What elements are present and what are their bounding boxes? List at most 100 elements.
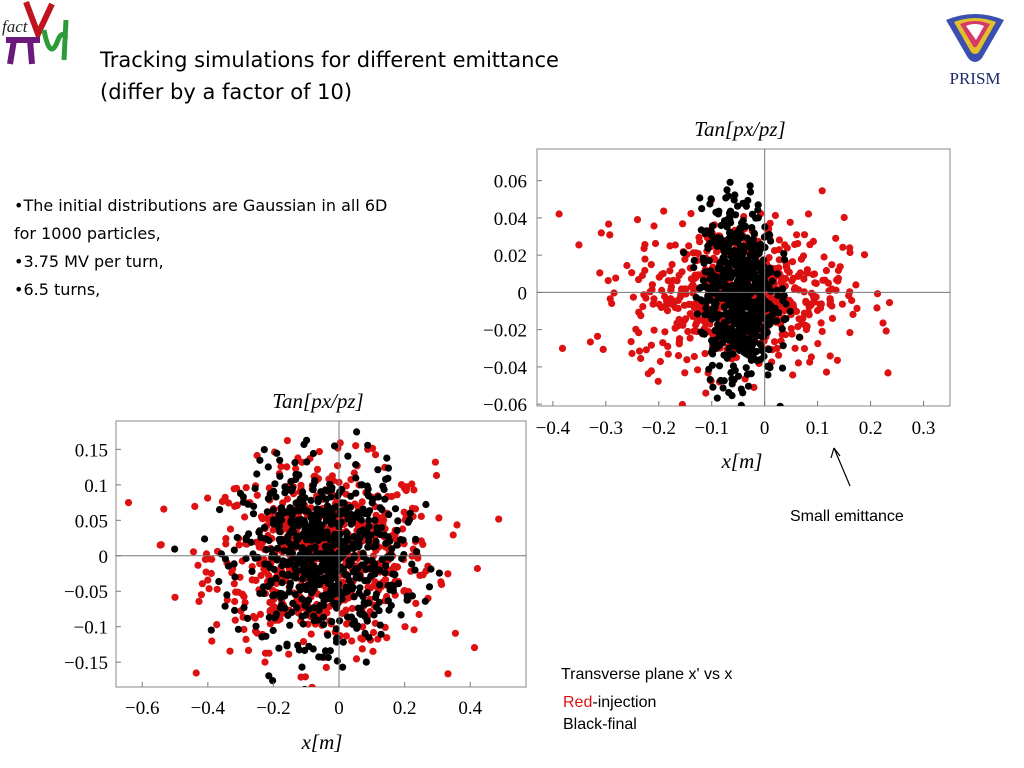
injection-point (860, 251, 869, 259)
final-point (268, 545, 276, 554)
final-point (295, 516, 303, 524)
injection-point (807, 353, 816, 361)
y-tick-label: 0 (518, 283, 528, 304)
final-point (743, 234, 751, 242)
injection-point (283, 495, 291, 503)
final-point (702, 304, 710, 312)
injection-point (397, 481, 406, 489)
injection-point (358, 498, 366, 506)
final-point (406, 509, 414, 517)
injection-point (678, 400, 686, 406)
final-point (751, 355, 759, 363)
injection-point (369, 628, 378, 637)
final-point (720, 290, 728, 298)
final-point (338, 595, 346, 603)
injection-point (604, 277, 612, 285)
final-point (265, 613, 273, 622)
final-point (680, 249, 688, 257)
final-point (751, 278, 759, 287)
small-emittance-label: Small emittance (790, 508, 904, 525)
injection-point (451, 629, 459, 637)
final-point (388, 545, 396, 553)
injection-point (322, 663, 330, 672)
injection-point (256, 610, 264, 619)
final-point (324, 653, 332, 662)
final-point (422, 500, 430, 509)
final-point (719, 384, 727, 392)
injection-point (297, 481, 305, 489)
final-point (265, 672, 273, 680)
final-point (327, 493, 335, 501)
final-point (281, 489, 289, 497)
final-point (725, 344, 733, 353)
final-point (750, 240, 758, 249)
injection-point (793, 231, 801, 239)
legend-final: Black-final (563, 716, 637, 733)
final-point (708, 270, 716, 278)
injection-point (775, 351, 783, 359)
final-point (696, 194, 704, 202)
final-point (279, 537, 287, 545)
injection-point (610, 289, 618, 297)
final-point (708, 336, 716, 345)
final-point (736, 426, 743, 433)
injection-point (160, 505, 168, 513)
injection-point (342, 632, 350, 640)
final-point (332, 635, 341, 643)
injection-point (811, 279, 819, 287)
injection-point (201, 555, 209, 564)
final-point (425, 583, 434, 591)
final-point (275, 511, 283, 519)
final-point (778, 325, 786, 333)
title-line-2: (differ by a factor of 10) (100, 80, 353, 104)
final-point (723, 186, 731, 194)
final-point (400, 551, 408, 559)
final-point (715, 362, 724, 370)
final-point (391, 505, 400, 513)
final-point (735, 261, 743, 269)
final-point (747, 370, 755, 378)
final-point (731, 422, 738, 429)
final-point (751, 323, 759, 331)
bullet-voltage: •3.75 MV per turn, (14, 252, 164, 271)
final-point (359, 526, 367, 534)
final-point (359, 610, 368, 618)
final-point (248, 567, 256, 576)
final-point (171, 545, 179, 553)
final-point (726, 334, 734, 342)
final-point (333, 530, 341, 539)
x-tick-label: −0.3 (589, 418, 623, 439)
final-point (265, 536, 273, 545)
injection-point (679, 321, 687, 329)
x-tick-label: 0 (334, 698, 344, 719)
final-point (722, 323, 730, 331)
final-point (364, 537, 373, 546)
injection-point (781, 331, 790, 339)
final-point (323, 553, 331, 561)
final-point (286, 582, 294, 590)
final-point (712, 208, 720, 216)
injection-point (593, 332, 602, 340)
injection-point (283, 463, 291, 471)
final-point (297, 553, 305, 561)
final-point (349, 568, 358, 576)
injection-point (277, 463, 285, 471)
final-point (734, 372, 743, 380)
injection-point (786, 218, 794, 226)
y-tick-label: 0.02 (494, 246, 527, 267)
injection-point (358, 645, 366, 653)
injection-point (412, 599, 420, 608)
y-tick-label: −0.05 (64, 582, 108, 603)
injection-point (242, 635, 250, 644)
injection-point (629, 293, 638, 301)
transverse-plane-label: Transverse plane x' vs x (561, 666, 733, 683)
final-point (270, 487, 278, 495)
injection-point (606, 231, 614, 239)
injection-point (794, 323, 802, 331)
final-point (754, 206, 762, 214)
final-point (773, 270, 782, 278)
final-point (700, 259, 708, 267)
final-point (737, 316, 745, 325)
final-point (368, 499, 376, 507)
injection-point (882, 327, 890, 335)
